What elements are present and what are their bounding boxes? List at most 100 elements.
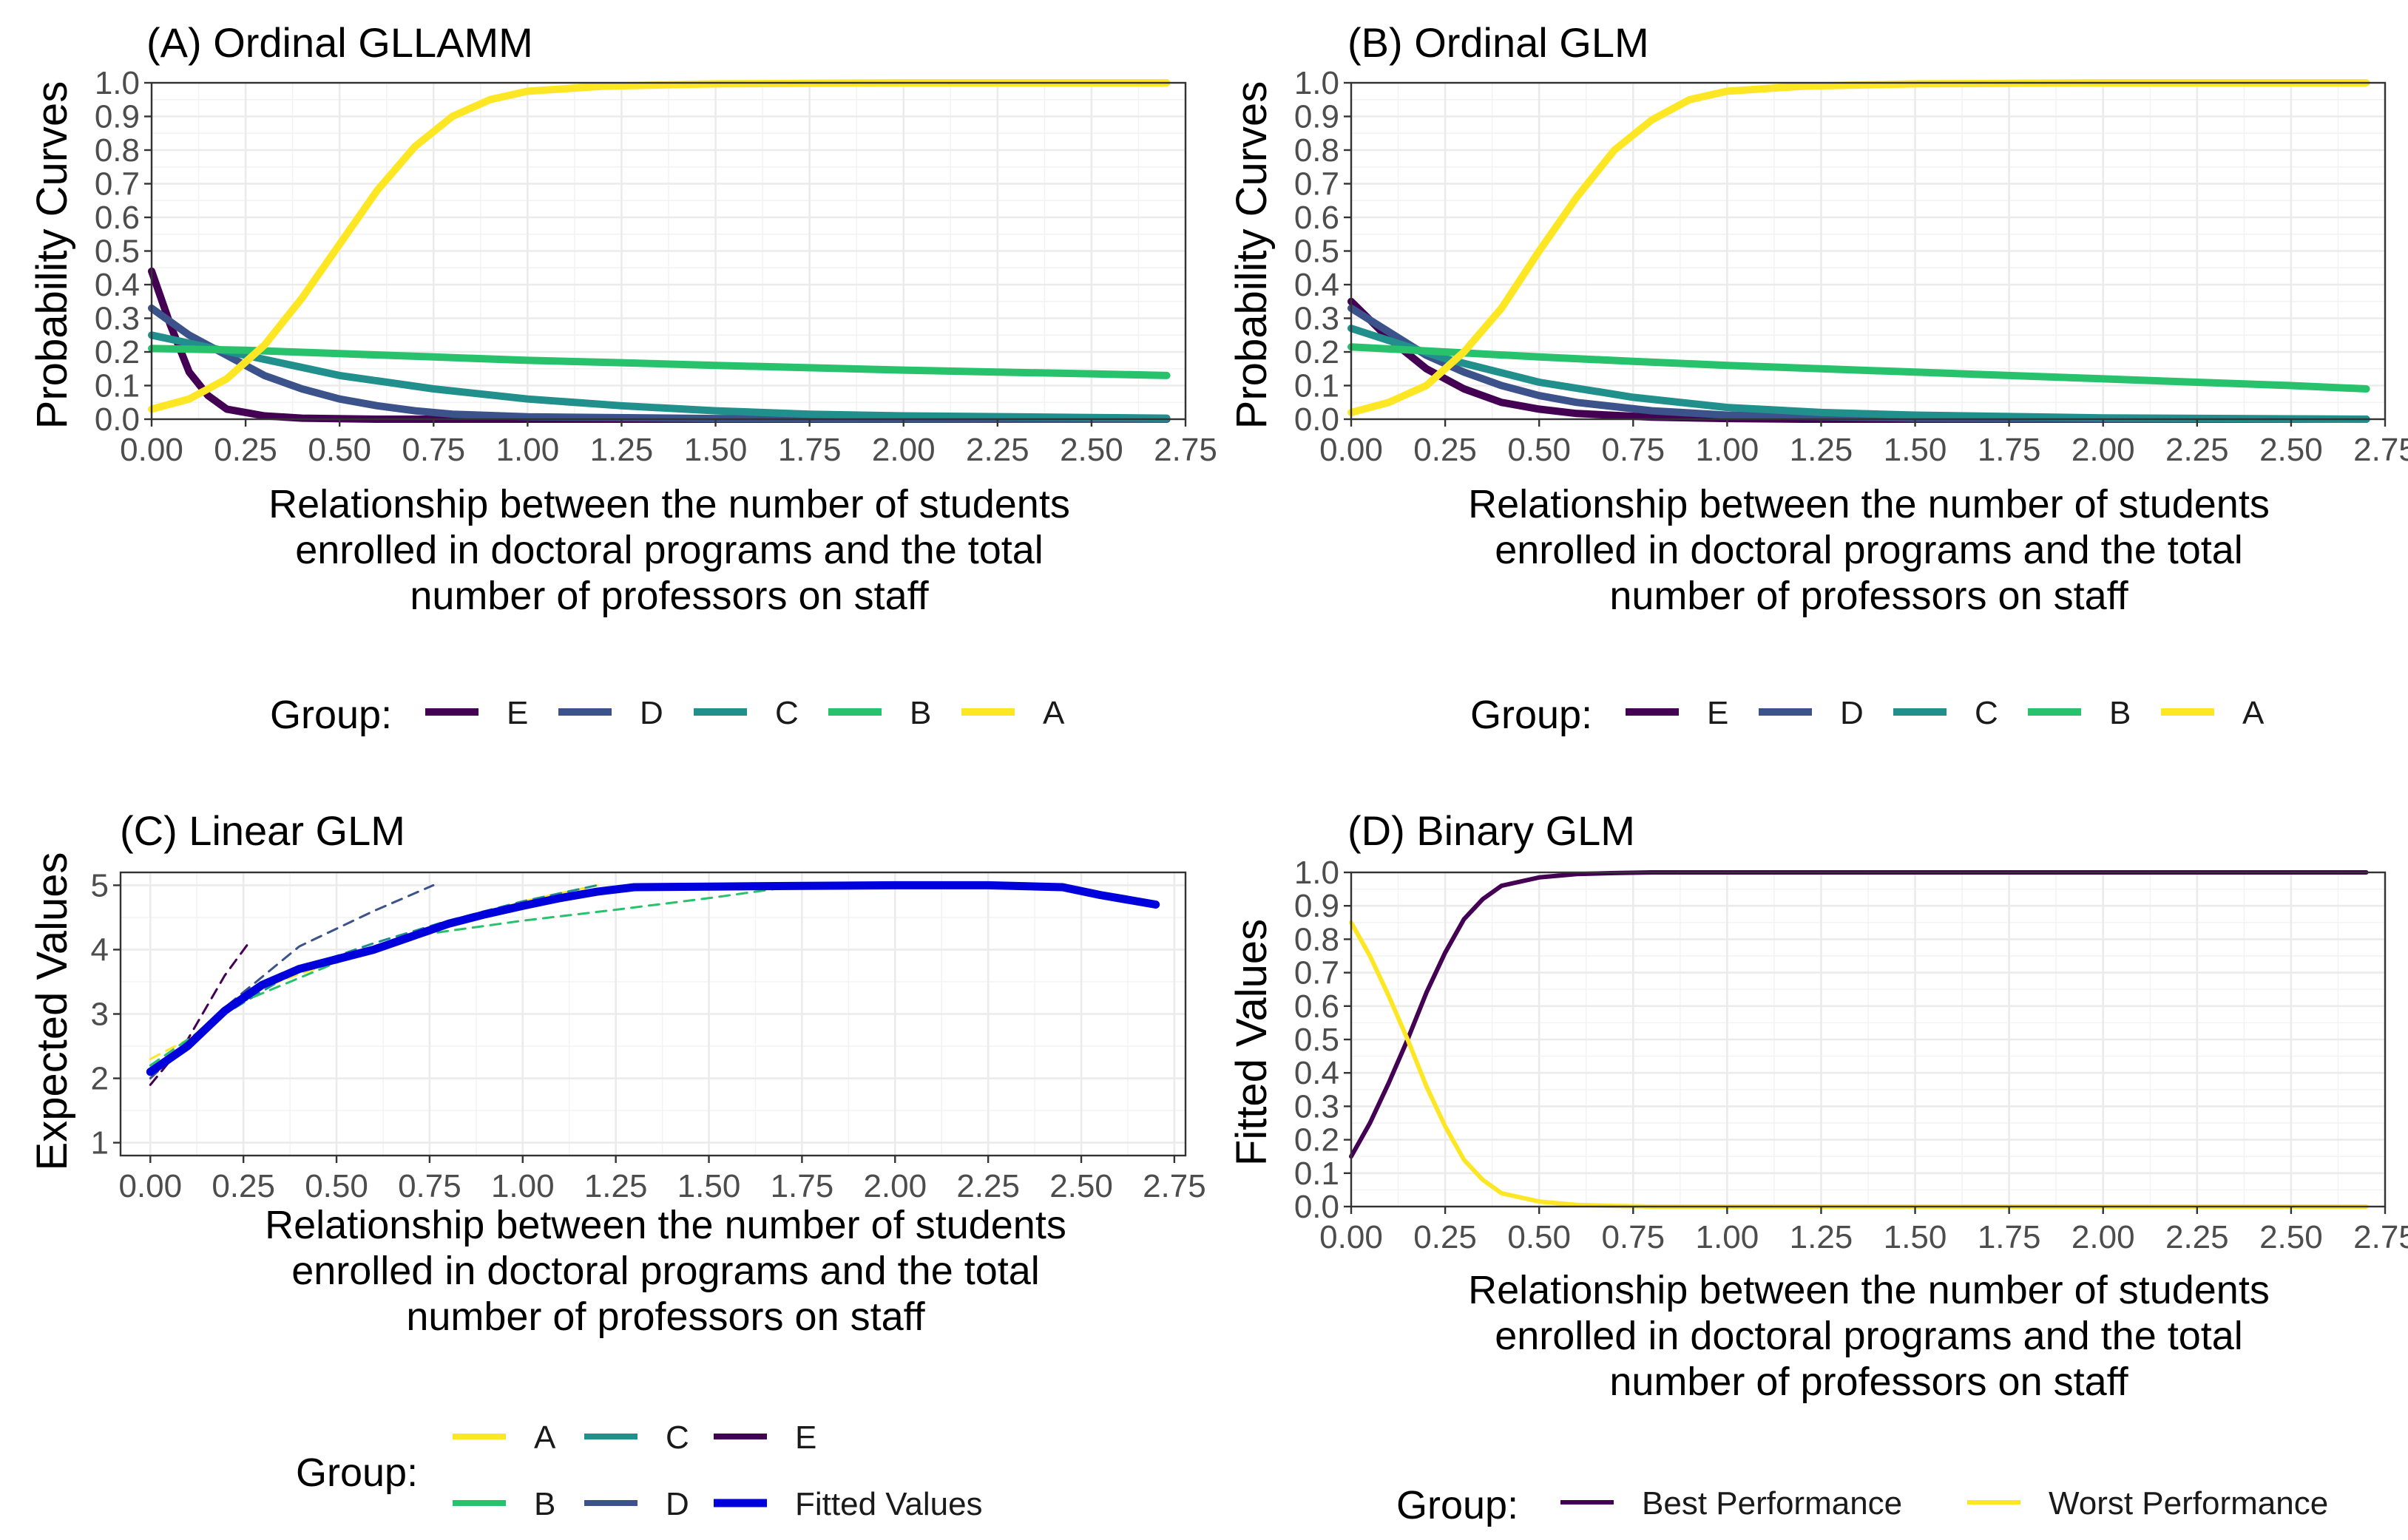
panel-d-x-tick-label: 1.50 — [1884, 1219, 1947, 1255]
panel-a: (A) Ordinal GLLAMM Probability Curves Re… — [28, 19, 1217, 737]
panel-c-legend-label-d: D — [666, 1486, 689, 1522]
panel-a-y-tick-label: 0.8 — [95, 132, 140, 169]
panel-d-legend-title: Group: — [1396, 1483, 1518, 1527]
panel-b: (B) Ordinal GLM Probability Curves Relat… — [1228, 19, 2408, 737]
panel-a-legend-label-d: D — [640, 695, 663, 731]
panel-b-axes: 0.00 0.25 0.50 0.75 1.00 1.25 1.50 1.75 2.00 2.25… — [1294, 65, 2408, 468]
panel-a-legend-label-b: B — [910, 695, 931, 731]
panel-a-y-tick-label: 0.9 — [95, 99, 140, 135]
panel-c-series-e — [149, 938, 252, 1086]
panel-a-y-axis-label: Probability Curves — [28, 81, 76, 430]
panel-b-legend-title: Group: — [1470, 693, 1592, 737]
panel-a-x-tick-label: 2.00 — [872, 432, 936, 468]
panel-b-x-tick-label: 1.75 — [1978, 432, 2041, 468]
panel-c-x-tick-label: 0.00 — [118, 1168, 182, 1204]
panel-a-legend-label-a: A — [1043, 695, 1065, 731]
panel-d-y-axis-label: Fitted Values — [1228, 919, 1276, 1166]
panel-c-y-tick-label: 1 — [91, 1125, 109, 1161]
panel-c-y-tick-label: 3 — [91, 997, 109, 1033]
panel-d-y-tick-label: 1.0 — [1294, 855, 1339, 891]
panel-b-x-tick-label: 0.00 — [1319, 432, 1383, 468]
panel-a-y-tick-label: 0.3 — [95, 301, 140, 337]
panel-d-x-axis-label-line-3: number of professors on staff — [1609, 1360, 2128, 1404]
panel-c-x-axis-label-line-1: Relationship between the number of stude… — [265, 1203, 1066, 1247]
panel-d-y-tick-label: 0.6 — [1294, 988, 1339, 1025]
panel-b-series-b — [1347, 343, 2370, 393]
panel-a-y-tick-label: 0.2 — [95, 334, 140, 370]
panel-c-y-tick-label: 4 — [91, 932, 109, 968]
panel-c-legend-label-a: A — [534, 1419, 556, 1456]
panel-a-y-tick-label: 0.7 — [95, 166, 140, 203]
panel-d-x-tick-label: 1.00 — [1696, 1219, 1759, 1255]
panel-d-y-tick-label: 0.7 — [1294, 955, 1339, 991]
panel-d-title: (D) Binary GLM — [1347, 807, 1635, 854]
panel-a-y-tick-label: 0.5 — [95, 234, 140, 270]
panel-b-series-a — [1347, 79, 2370, 416]
panel-c-plot-area — [119, 871, 1187, 1157]
panel-c-x-axis-label-line-3: number of professors on staff — [406, 1295, 925, 1339]
panel-c-x-tick-label: 2.75 — [1143, 1168, 1206, 1204]
panel-d-x-tick-label: 0.75 — [1601, 1219, 1665, 1255]
panel-c-x-tick-label: 1.75 — [771, 1168, 834, 1204]
panel-a-x-tick-label: 2.50 — [1060, 432, 1123, 468]
panel-a-x-tick-label: 2.25 — [966, 432, 1029, 468]
panel-a-x-tick-label: 0.00 — [120, 432, 183, 468]
panel-b-plot-area — [1347, 79, 2387, 423]
panel-b-x-tick-label: 2.75 — [2353, 432, 2408, 468]
panel-c-series-b — [149, 883, 803, 1067]
panel-b-legend-label-b: B — [2109, 695, 2131, 731]
panel-a-x-tick-label: 1.75 — [778, 432, 842, 468]
panel-a-x-tick-label: 2.75 — [1154, 432, 1217, 468]
panel-c-title: (C) Linear GLM — [120, 807, 405, 854]
panel-b-title: (B) Ordinal GLM — [1347, 19, 1649, 66]
panel-d-y-tick-label: 0.3 — [1294, 1088, 1339, 1125]
panel-a-legend-label-c: C — [775, 695, 799, 731]
panel-a-x-tick-label: 1.25 — [590, 432, 654, 468]
panel-b-y-tick-label: 0.6 — [1294, 200, 1339, 236]
panel-a-series-a — [148, 79, 1171, 413]
panel-c-x-tick-label: 1.25 — [584, 1168, 648, 1204]
panel-b-x-tick-label: 1.50 — [1884, 432, 1947, 468]
panel-c-x-tick-label: 0.25 — [212, 1168, 275, 1204]
panel-b-y-tick-label: 0.0 — [1294, 401, 1339, 438]
panel-c-legend: A C E B D Fitted Values — [453, 1419, 983, 1522]
panel-a-y-tick-label: 0.0 — [95, 401, 140, 438]
panel-b-x-tick-label: 2.00 — [2072, 432, 2135, 468]
panel-b-y-tick-label: 0.3 — [1294, 301, 1339, 337]
panel-c-legend-label-b: B — [534, 1486, 555, 1522]
panel-d-x-tick-label: 2.75 — [2353, 1219, 2408, 1255]
panel-d-legend: Best Performance Worst Performance — [1560, 1485, 2328, 1522]
panel-c-y-tick-label: 2 — [91, 1061, 109, 1097]
panel-a-x-tick-label: 1.50 — [684, 432, 748, 468]
panel-a-x-tick-label: 0.25 — [214, 432, 277, 468]
panel-d-x-tick-label: 1.25 — [1790, 1219, 1853, 1255]
panel-d-x-axis-label-line-2: enrolled in doctoral programs and the to… — [1495, 1314, 2243, 1358]
panel-b-y-tick-label: 0.2 — [1294, 334, 1339, 370]
panel-b-y-tick-label: 0.1 — [1294, 368, 1339, 404]
panel-a-x-tick-label: 0.75 — [402, 432, 465, 468]
panel-d-x-tick-label: 2.50 — [2259, 1219, 2323, 1255]
panel-c: (C) Linear GLM Expected Values Relations… — [28, 807, 1206, 1522]
panel-d-y-tick-label: 0.8 — [1294, 921, 1339, 957]
panel-b-x-tick-label: 2.25 — [2165, 432, 2229, 468]
panel-b-x-axis-label-line-2: enrolled in doctoral programs and the to… — [1495, 528, 2243, 572]
panel-a-legend-title: Group: — [270, 693, 392, 737]
panel-b-legend-label-e: E — [1707, 695, 1728, 731]
panel-a-axes: 0.00 0.25 0.50 0.75 1.00 1.25 1.50 1.75 2.00 2.25… — [95, 65, 1217, 468]
panel-c-series-group — [146, 881, 1160, 1086]
panel-a-series-b — [148, 345, 1171, 379]
panel-d-x-tick-label: 2.00 — [2072, 1219, 2135, 1255]
panel-d-x-tick-label: 0.00 — [1319, 1219, 1383, 1255]
panel-c-x-tick-label: 1.00 — [491, 1168, 555, 1204]
panel-b-y-tick-label: 0.4 — [1294, 267, 1339, 303]
panel-c-x-axis-label-line-2: enrolled in doctoral programs and the to… — [291, 1249, 1040, 1293]
panel-c-x-tick-label: 0.50 — [305, 1168, 368, 1204]
panel-d-y-tick-label: 0.0 — [1294, 1189, 1339, 1225]
panel-b-x-tick-label: 0.25 — [1413, 432, 1477, 468]
panel-a-series-c — [148, 331, 1171, 422]
panel-b-y-tick-label: 0.5 — [1294, 234, 1339, 270]
panel-a-y-tick-label: 0.4 — [95, 267, 140, 303]
panel-d-y-tick-label: 0.9 — [1294, 888, 1339, 924]
panel-a-x-axis-label-line-3: number of professors on staff — [410, 574, 929, 618]
